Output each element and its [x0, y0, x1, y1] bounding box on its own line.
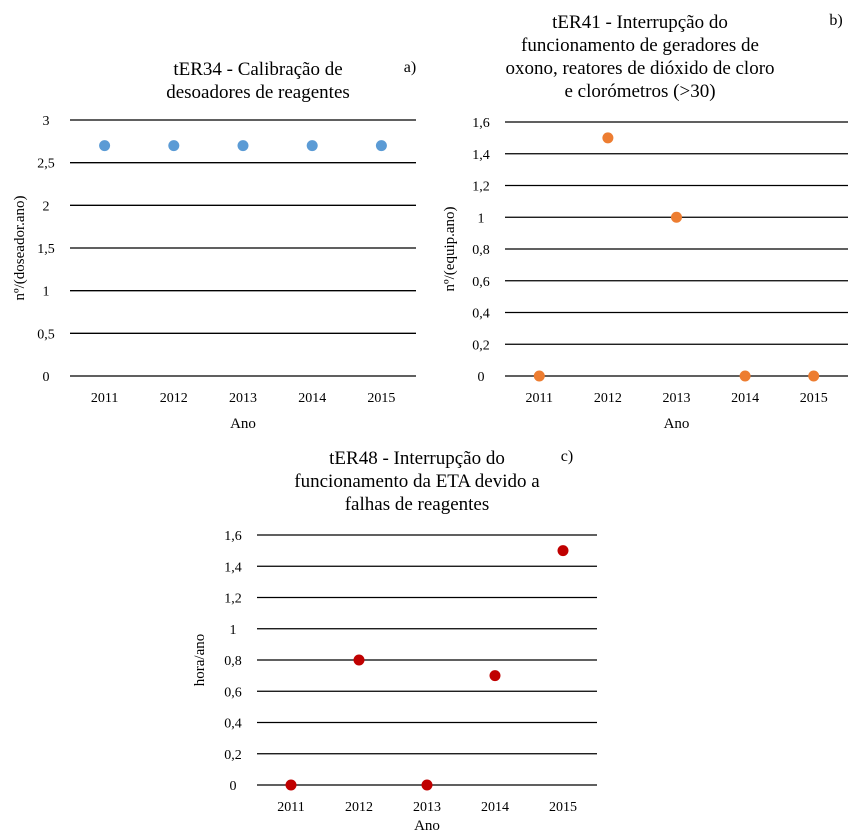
y-tick-label: 1,4: [472, 148, 490, 163]
chart-title-line: tER48 - Interrupção do: [329, 448, 505, 469]
y-tick-label: 1,4: [224, 560, 242, 575]
data-point: [489, 670, 501, 682]
y-tick-label: 0,8: [224, 654, 242, 669]
chart-title-line: funcionamento da ETA devido a: [294, 471, 540, 492]
data-point: [353, 654, 365, 666]
data-point: [285, 779, 297, 791]
x-axis-label: Ano: [414, 818, 440, 833]
y-tick-label: 0: [43, 370, 50, 385]
y-tick-label: 1: [478, 211, 485, 226]
chart-title-line: tER34 - Calibração de: [173, 59, 342, 80]
data-point: [602, 132, 614, 144]
y-tick-label: 0,2: [472, 338, 490, 353]
chart-c: 0 0,2 0,4 0,6 0,8 1 1,2 1,4 1,6 2011 2012 2013 2014 2…: [180, 440, 610, 834]
chart-title-line: funcionamento de geradores de: [521, 35, 759, 56]
y-tick-label: 2,5: [37, 157, 55, 172]
x-tick-label: 2014: [298, 391, 326, 406]
x-tick-label: 2011: [277, 800, 304, 815]
y-tick-label: 2: [43, 199, 50, 214]
data-point: [168, 140, 180, 152]
data-point: [671, 211, 682, 223]
x-tick-label: 2015: [549, 800, 577, 815]
data-point: [808, 370, 820, 382]
chart-title-line: tER41 - Interrupção do: [552, 12, 728, 33]
y-tick-label: 0: [230, 779, 237, 794]
y-tick-label: 1,6: [224, 529, 242, 544]
y-tick-label: 1: [43, 285, 50, 300]
x-tick-label: 2013: [663, 391, 691, 406]
y-axis-label: nº/(doseador.ano): [12, 195, 28, 300]
y-tick-label: 0,8: [472, 243, 490, 258]
data-point: [557, 545, 569, 557]
chart-a-svg: 0 0,5 1 1,5 2 2,5 3 2011 2012 2013 2014 2015 Ano nº/(…: [12, 59, 416, 432]
y-tick-label: 0,4: [224, 717, 242, 732]
data-point: [237, 140, 249, 152]
y-tick-label: 0,4: [472, 307, 490, 322]
panel-label: c): [561, 448, 573, 465]
chart-c-svg: 0 0,2 0,4 0,6 0,8 1 1,2 1,4 1,6 2011 2012 2013 2014 2…: [192, 448, 597, 834]
chart-title-line: e clorómetros (>30): [564, 81, 715, 102]
y-tick-label: 0,2: [224, 748, 242, 763]
data-point: [306, 140, 318, 152]
y-tick-label: 1: [230, 623, 237, 638]
y-tick-label: 0,5: [37, 327, 55, 342]
y-tick-label: 1,2: [472, 180, 490, 195]
y-tick-label: 1,5: [37, 242, 55, 257]
x-tick-label: 2013: [413, 800, 441, 815]
x-tick-label: 2012: [160, 391, 188, 406]
chart-a: 0 0,5 1 1,5 2 2,5 3 2011 2012 2013 2014 2015 Ano nº/(…: [0, 0, 430, 440]
x-tick-label: 2011: [526, 391, 553, 406]
x-axis-label: Ano: [230, 416, 256, 432]
y-axis-label: hora/ano: [192, 634, 208, 686]
panel-label: b): [829, 12, 842, 29]
y-tick-label: 0,6: [472, 275, 490, 290]
x-tick-label: 2012: [594, 391, 622, 406]
y-tick-label: 1,2: [224, 592, 242, 607]
y-tick-label: 0: [478, 370, 485, 385]
x-tick-label: 2014: [731, 391, 759, 406]
chart-b: 0 0,2 0,4 0,6 0,8 1 1,2 1,4 1,6 2011 2012 2013 2014 2…: [430, 0, 856, 440]
x-tick-label: 2015: [367, 391, 395, 406]
x-tick-label: 2012: [345, 800, 373, 815]
x-tick-label: 2015: [800, 391, 828, 406]
chart-b-svg: 0 0,2 0,4 0,6 0,8 1 1,2 1,4 1,6 2011 2012 2013 2014 2…: [442, 12, 848, 432]
y-tick-label: 1,6: [472, 116, 490, 131]
y-axis-label: nº/(equip.ano): [442, 206, 458, 291]
chart-title-line: desoadores de reagentes: [166, 82, 350, 103]
x-tick-label: 2011: [91, 391, 118, 406]
data-point: [739, 370, 751, 382]
y-tick-label: 3: [43, 114, 50, 129]
data-point: [99, 140, 111, 152]
panel-label: a): [404, 59, 416, 76]
chart-title-line: oxono, reatores de dióxido de cloro: [505, 58, 774, 79]
data-point: [375, 140, 387, 152]
x-tick-label: 2014: [481, 800, 509, 815]
x-tick-label: 2013: [229, 391, 257, 406]
data-point: [533, 370, 545, 382]
y-tick-label: 0,6: [224, 685, 242, 700]
data-point: [421, 779, 433, 791]
x-axis-label: Ano: [664, 416, 690, 432]
chart-title-line: falhas de reagentes: [345, 494, 490, 515]
